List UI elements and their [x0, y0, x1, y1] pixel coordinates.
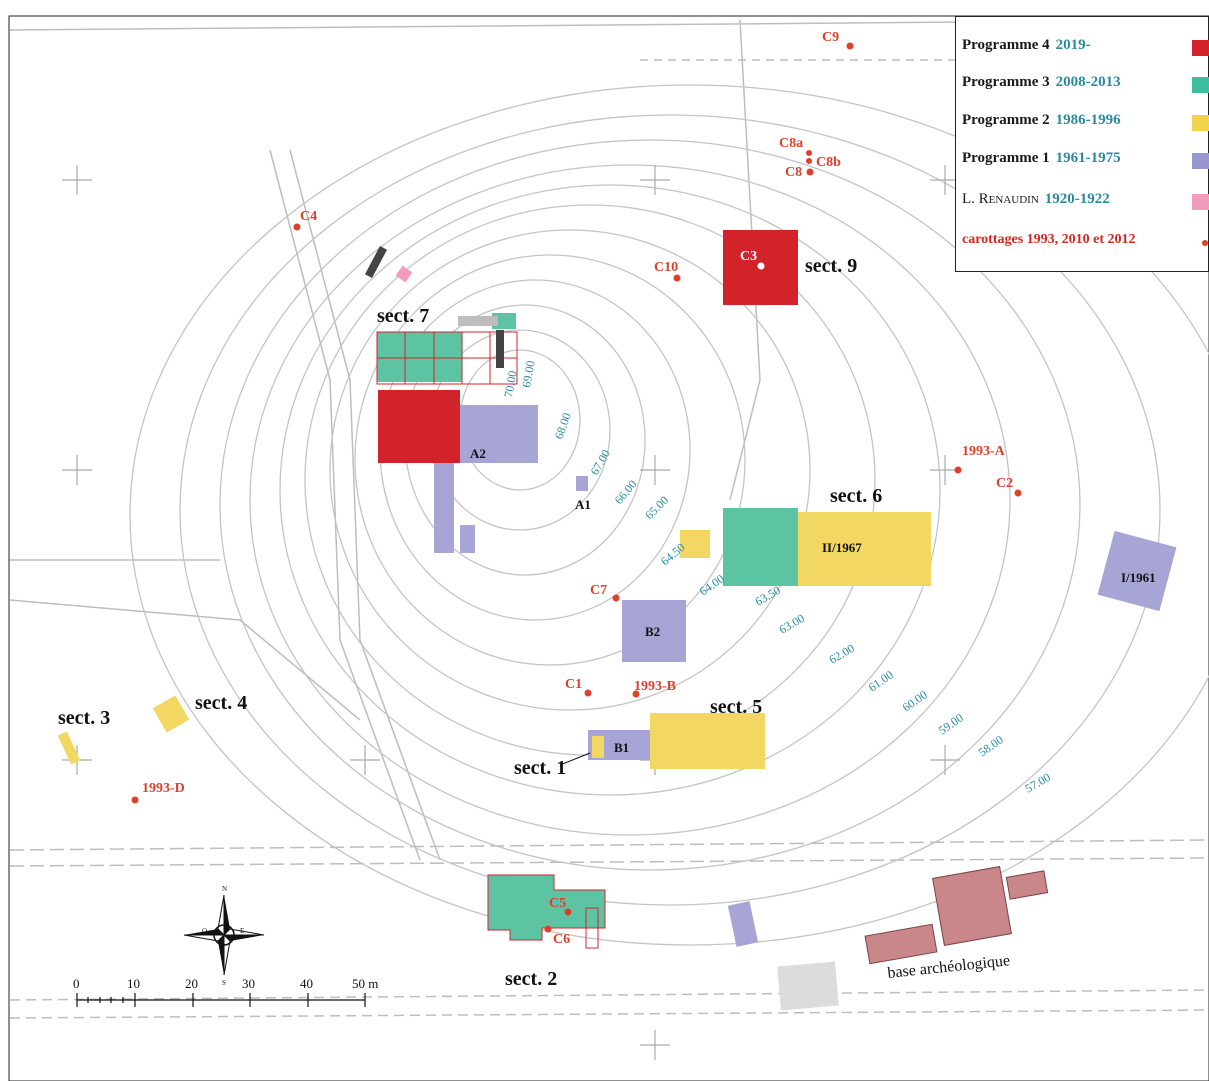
sector-label: sect. 9 [805, 255, 857, 277]
area-sect-4 [152, 695, 190, 733]
legend-item-cores: carottages 1993, 2010 et 2012 [962, 231, 1209, 253]
core-label: C3 [740, 249, 757, 264]
core-label: 1993-B [634, 679, 676, 694]
scale-tick: 0 [73, 976, 80, 991]
core-label: C1 [565, 677, 582, 692]
sector-label: sect. 1 [514, 757, 566, 779]
legend-years: 1920-1922 [1044, 191, 1110, 207]
area-b2 [622, 600, 686, 662]
area-label: B1 [614, 740, 629, 755]
area-label: B2 [645, 624, 660, 639]
area-a2-programme-4 [378, 390, 460, 463]
core-dot-icon [1202, 240, 1208, 246]
sector-label: sect. 2 [505, 968, 557, 990]
grey-block [458, 316, 498, 326]
area-i-1961 [1097, 530, 1177, 612]
scale-tick: 20 [185, 976, 198, 991]
core-label: C8 [785, 165, 802, 180]
legend-name: Programme 1 [962, 150, 1050, 166]
legend-years: 1986-1996 [1055, 112, 1121, 128]
compass-o: O [202, 927, 207, 935]
core-label: C8a [779, 136, 803, 151]
legend-cores-label: carottages 1993, 2010 et 2012 [962, 232, 1136, 247]
compass-s: S [222, 979, 226, 987]
sector-label: sect. 6 [830, 485, 882, 507]
area-label: I/1961 [1121, 570, 1156, 585]
excavation-areas [57, 230, 1177, 1011]
road-lines [9, 19, 1209, 1019]
grey-block [777, 961, 839, 1011]
legend-years: 1961-1975 [1055, 150, 1121, 166]
core-label: C7 [590, 583, 607, 598]
sect-1-leader [559, 752, 591, 766]
contour-label: 70.00 [501, 370, 519, 399]
legend-item-programme-2: Programme 2 1986-1996 [962, 112, 1209, 134]
area-label: A2 [470, 446, 486, 461]
legend-swatch [1192, 153, 1209, 169]
core-label: C2 [996, 476, 1013, 491]
sector-label: sect. 4 [195, 692, 247, 714]
legend-name: L. Renaudin [962, 191, 1039, 207]
compass-rose: N S E O [183, 885, 265, 987]
legend-swatch [1192, 115, 1209, 131]
area-sect-6-programme-3 [723, 508, 798, 586]
base-buildings [864, 866, 1049, 965]
area-sect-3 [57, 731, 81, 765]
legend-swatch [1192, 77, 1209, 93]
core-label: C10 [654, 260, 678, 275]
area-programme-1-south [727, 901, 759, 947]
scale-bar [76, 993, 366, 1007]
scale-tick: 50 m [352, 976, 378, 991]
legend-years: 2019- [1055, 37, 1091, 53]
sector-label: sect. 3 [58, 707, 110, 729]
core-label: C6 [553, 932, 570, 947]
core-label: C9 [822, 30, 839, 45]
core-label: C5 [549, 896, 566, 911]
core-points [131, 42, 1022, 933]
area-programme-2 [680, 530, 710, 558]
dark-block [364, 245, 388, 279]
sector-label: sect. 7 [377, 305, 429, 327]
compass-n: N [222, 885, 227, 893]
area-sect-2 [487, 874, 606, 941]
legend-item-programme-3: Programme 3 2008-2013 [962, 74, 1209, 96]
area-sect-7-programme-3 [377, 332, 462, 382]
area-renaudin [395, 265, 413, 283]
area-sect-1 [592, 736, 604, 758]
legend-name: Programme 4 [962, 37, 1050, 53]
contour-label: 69.00 [519, 360, 537, 389]
legend-swatch [1192, 194, 1209, 210]
legend-years: 2008-2013 [1055, 74, 1121, 90]
legend: Programme 4 2019- Programme 3 2008-2013 Pr… [955, 16, 1209, 272]
legend-item-renaudin: L. Renaudin 1920-1922 [962, 191, 1209, 213]
area-programme-1-trench [434, 463, 454, 553]
scale-tick: 30 [242, 976, 255, 991]
legend-item-programme-4: Programme 4 2019- [962, 37, 1209, 59]
area-a1 [576, 476, 588, 491]
area-label: II/1967 [822, 540, 862, 555]
compass-e: E [240, 927, 244, 935]
legend-name: Programme 3 [962, 74, 1050, 90]
area-label: A1 [575, 497, 591, 512]
scale-tick: 10 [127, 976, 140, 991]
dark-block [496, 330, 504, 368]
core-label: 1993-A [962, 444, 1006, 459]
area-sect-5 [650, 713, 765, 769]
area-ii-1967 [797, 512, 931, 586]
core-label: C8b [816, 155, 841, 170]
sect-7-grid [376, 331, 518, 385]
area-a2-programme-1 [460, 405, 538, 463]
area-programme-1-trench [460, 525, 475, 553]
legend-name: Programme 2 [962, 112, 1050, 128]
core-label: C4 [300, 209, 317, 224]
core-label: 1993-D [142, 781, 185, 796]
legend-swatch [1192, 40, 1209, 56]
legend-item-programme-1: Programme 1 1961-1975 [962, 150, 1209, 172]
sector-label: sect. 5 [710, 696, 762, 718]
scale-tick: 40 [300, 976, 313, 991]
